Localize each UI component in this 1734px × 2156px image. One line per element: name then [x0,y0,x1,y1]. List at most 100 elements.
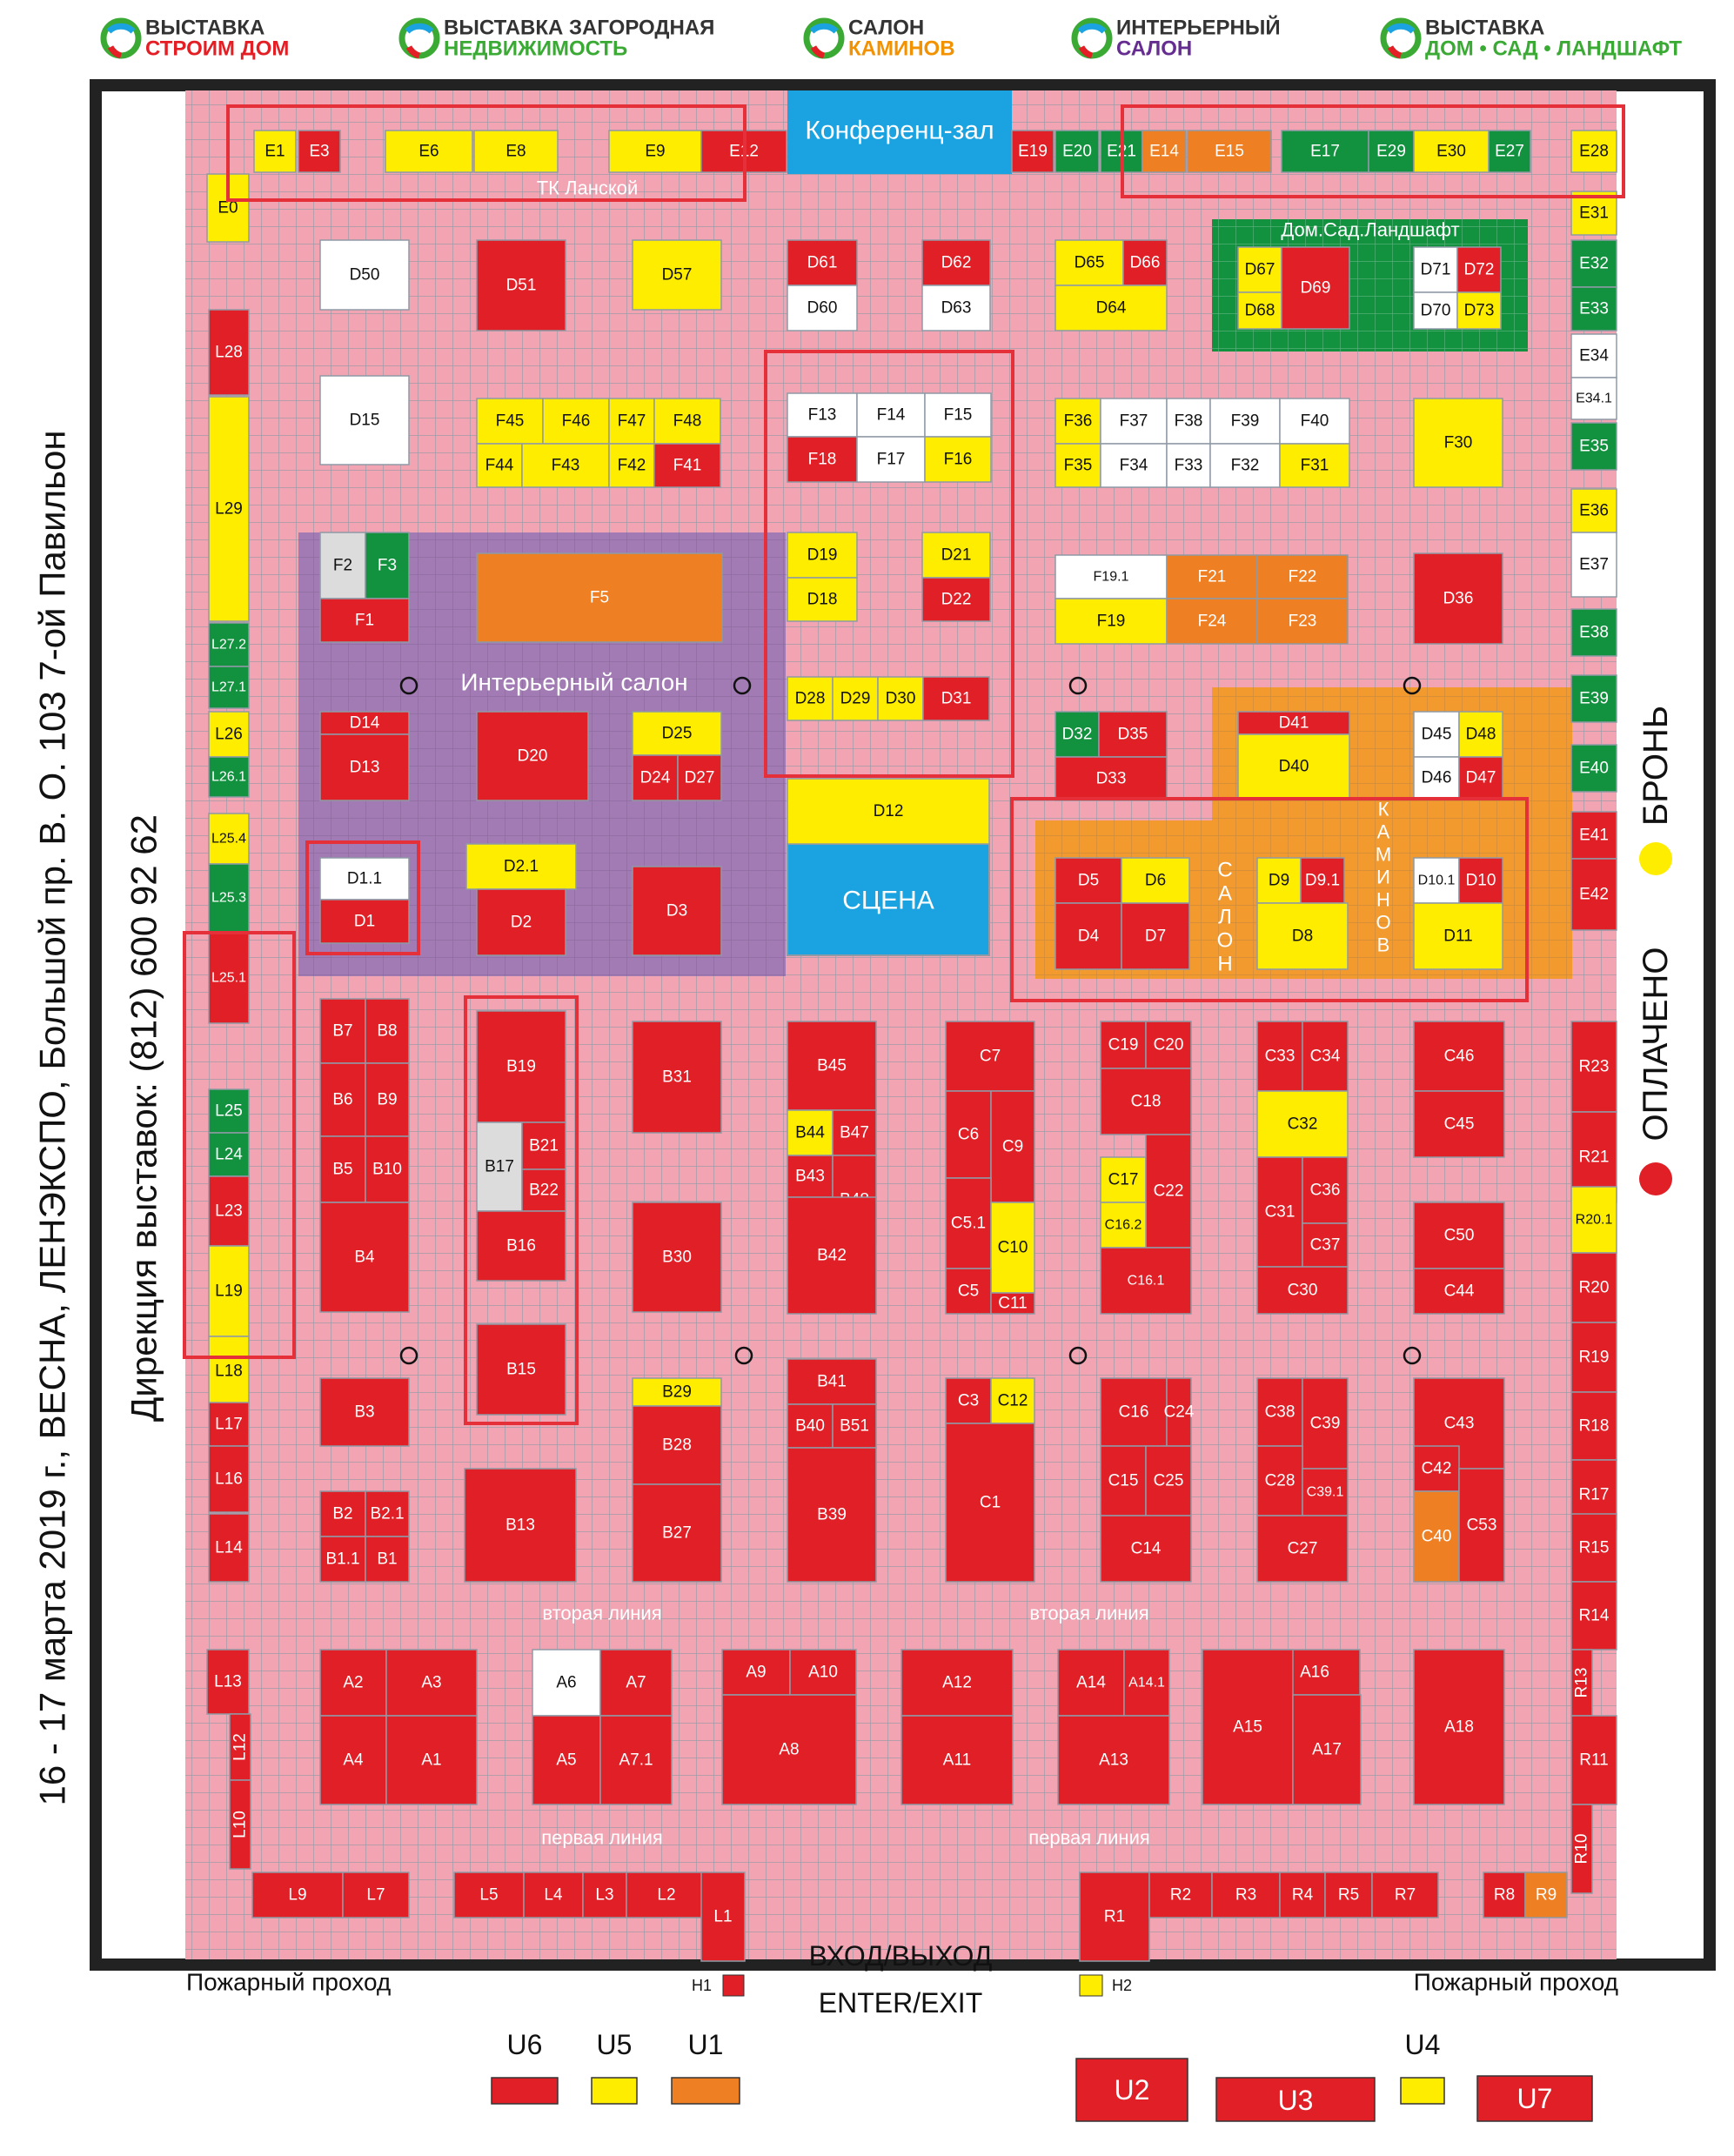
booth-b16-box[interactable] [476,1210,566,1282]
booth-e8-box[interactable] [473,130,559,173]
booth-c11-box[interactable] [990,1292,1035,1315]
booth-d18-box[interactable] [787,577,858,622]
booth-l25[interactable]: L25 [208,1088,250,1134]
booth-r20[interactable]: R20 [1570,1252,1617,1323]
booth-a14[interactable]: A14 [1057,1649,1125,1717]
booth-c30-box[interactable] [1256,1266,1349,1315]
booth-l1[interactable]: L1 [700,1871,746,1962]
booth-c39-1-box[interactable] [1302,1468,1349,1517]
booth-f34[interactable]: F34 [1100,443,1168,488]
booth-b1-box[interactable] [365,1536,410,1583]
booth-c45-box[interactable] [1413,1090,1505,1158]
booth-l3-box[interactable] [582,1871,627,1918]
booth-f38-box[interactable] [1166,398,1211,445]
booth-l7-box[interactable] [342,1871,410,1918]
booth-c27[interactable]: C27 [1256,1515,1349,1583]
booth-d51-box[interactable] [476,239,566,331]
booth-b8[interactable]: B8 [365,998,410,1064]
booth-e3[interactable]: E3 [298,130,341,173]
booth-b21[interactable]: B21 [521,1122,566,1170]
booth-l17[interactable]: L17 [208,1402,250,1447]
booth-l3[interactable]: L3 [582,1871,627,1918]
booth-c3-box[interactable] [945,1377,992,1424]
booth-b29[interactable]: B29 [632,1377,722,1407]
booth-d9-1-box[interactable] [1300,857,1345,904]
booth-c12[interactable]: C12 [990,1377,1035,1424]
booth-e37-box[interactable] [1570,532,1617,598]
booth-f19-1[interactable]: F19.1 [1054,554,1168,599]
booth-l5[interactable]: L5 [453,1871,525,1918]
booth-b6[interactable]: B6 [319,1062,366,1137]
booth-c12-box[interactable] [990,1377,1035,1424]
booth-e34-1[interactable]: E34.1 [1570,377,1617,420]
booth-l25-1[interactable]: L25.1 [208,932,250,1024]
booth-c10[interactable]: C10 [990,1202,1035,1294]
booth-e3-box[interactable] [298,130,341,173]
booth-a2[interactable]: A2 [319,1649,387,1717]
booth-d27-box[interactable] [677,754,722,801]
booth-a8[interactable]: A8 [721,1694,857,1805]
booth-r3-box[interactable] [1211,1871,1281,1918]
booth-f46[interactable]: F46 [542,398,610,445]
booth-f36-box[interactable] [1054,398,1101,445]
booth-f37[interactable]: F37 [1100,398,1168,445]
booth-c46-box[interactable] [1413,1021,1505,1092]
booth-f45[interactable]: F45 [476,398,544,445]
booth-r5[interactable]: R5 [1324,1871,1373,1918]
booth-l24[interactable]: L24 [208,1132,250,1177]
booth-e39[interactable]: E39 [1570,674,1617,723]
booth-e28-box[interactable] [1570,130,1617,173]
booth-b45-box[interactable] [787,1021,877,1111]
booth-f16-box[interactable] [924,436,992,483]
booth-l16[interactable]: L16 [208,1445,250,1513]
booth-f43-box[interactable] [521,443,610,488]
booth-c28-box[interactable] [1256,1445,1303,1517]
booth-a10[interactable]: A10 [789,1649,857,1696]
booth-d19[interactable]: D19 [787,532,858,579]
booth-f21[interactable]: F21 [1166,554,1258,599]
booth-e40-box[interactable] [1570,744,1617,793]
booth-a7-1-box[interactable] [599,1715,673,1805]
booth-l23[interactable]: L23 [208,1175,250,1247]
booth-d8-box[interactable] [1256,902,1349,970]
booth-d67[interactable]: D67 [1237,246,1282,293]
booth-f18-box[interactable] [787,436,858,483]
booth-d40[interactable]: D40 [1237,733,1350,800]
booth-l26-box[interactable] [208,711,250,758]
booth-d72[interactable]: D72 [1456,246,1502,293]
booth-f42[interactable]: F42 [608,443,655,488]
booth-l26[interactable]: L26 [208,711,250,758]
booth-c37[interactable]: C37 [1302,1222,1349,1268]
booth-f5-box[interactable] [476,552,723,643]
booth-d28[interactable]: D28 [787,676,834,721]
booth-b13[interactable]: B13 [464,1468,577,1583]
booth-d57[interactable]: D57 [632,239,722,311]
booth-e14[interactable]: E14 [1141,130,1187,173]
booth-c19[interactable]: C19 [1100,1021,1147,1069]
booth-d13[interactable]: D13 [319,733,410,801]
booth-e9[interactable]: E9 [608,130,702,173]
booth-c40-box[interactable] [1413,1490,1460,1583]
booth-r20-1[interactable]: R20.1 [1570,1186,1617,1254]
booth-c27-box[interactable] [1256,1515,1349,1583]
booth-d19-box[interactable] [787,532,858,579]
booth-f31[interactable]: F31 [1279,443,1350,488]
booth-f22[interactable]: F22 [1256,554,1349,599]
booth-f44-box[interactable] [476,443,523,488]
booth-b21-box[interactable] [521,1122,566,1170]
booth-d29[interactable]: D29 [832,676,879,721]
booth-d7-box[interactable] [1121,902,1190,970]
booth-f5[interactable]: F5 [476,552,723,643]
booth-e19-box[interactable] [1011,130,1054,173]
booth-f15[interactable]: F15 [924,392,992,438]
booth-e31-box[interactable] [1570,191,1617,236]
booth-d25[interactable]: D25 [632,711,722,756]
booth-e9-box[interactable] [608,130,702,173]
booth-l29-box[interactable] [208,396,250,622]
booth-c5-box[interactable] [945,1268,992,1315]
booth-b42[interactable]: B42 [787,1196,877,1315]
booth-a9[interactable]: A9 [721,1649,791,1696]
booth-d51[interactable]: D51 [476,239,566,331]
booth-d3[interactable]: D3 [632,866,722,956]
booth-a14-1[interactable]: A14.1 [1123,1649,1170,1717]
